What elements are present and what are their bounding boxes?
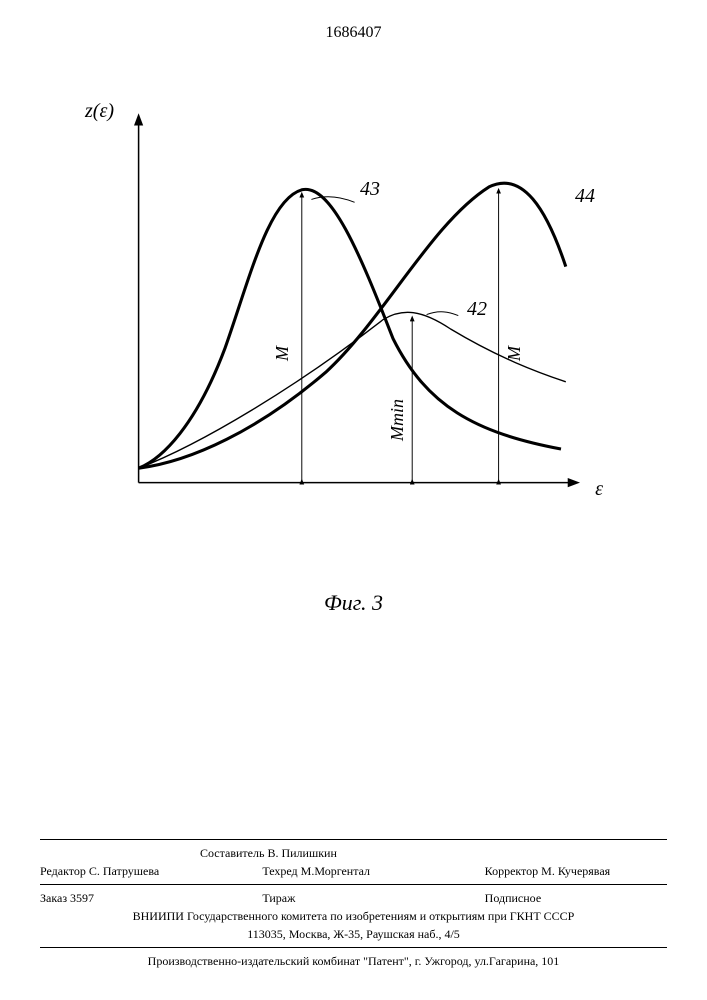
leader-42 — [427, 312, 459, 316]
order-row: Заказ 3597 Тираж Подписное — [40, 889, 667, 907]
label-43: 43 — [360, 178, 380, 201]
corrector-name: М. Кучерявая — [541, 864, 610, 878]
techred-name: М.Моргентал — [301, 864, 370, 878]
printing: Производственно-издательский комбинат "П… — [40, 952, 667, 970]
label-42: 42 — [467, 298, 487, 321]
order: Заказ 3597 — [40, 889, 222, 907]
curve-42 — [139, 312, 566, 468]
y-axis-label: z(ε) — [85, 100, 114, 123]
x-axis-label: ε — [595, 478, 603, 501]
curve-44 — [139, 183, 566, 468]
org1: ВНИИПИ Государственного комитета по изоб… — [40, 907, 667, 925]
compiler-line: Составитель В. Пилишкин — [200, 844, 667, 862]
corrector-label: Корректор — [485, 864, 539, 878]
label-44: 44 — [575, 185, 595, 208]
chart: z(ε) ε 43 44 42 M Mmin M — [105, 90, 585, 520]
techred-cell: Техред М.Моргентал — [222, 862, 444, 880]
tirazh: Тираж — [222, 889, 444, 907]
editor-cell: Редактор С. Патрушева — [40, 862, 222, 880]
mmin-label: Mmin — [387, 399, 408, 441]
compiler-label: Составитель — [200, 846, 264, 860]
leader-43 — [311, 197, 354, 203]
credits-row: Редактор С. Патрушева Техред М.Моргентал… — [40, 862, 667, 880]
footer: Составитель В. Пилишкин Редактор С. Патр… — [40, 835, 667, 970]
corrector-cell: Корректор М. Кучерявая — [445, 862, 667, 880]
org2: 113035, Москва, Ж-35, Раушская наб., 4/5 — [40, 925, 667, 943]
compiler-name: В. Пилишкин — [267, 846, 336, 860]
subscription: Подписное — [445, 889, 667, 907]
chart-svg — [105, 90, 585, 520]
curve-43 — [139, 189, 561, 468]
page-number: 1686407 — [326, 24, 382, 42]
m-label-right: M — [504, 346, 525, 361]
editor-name: С. Патрушева — [89, 864, 159, 878]
figure-caption: Фиг. 3 — [324, 590, 383, 616]
m-label-left: M — [272, 346, 293, 361]
techred-label: Техред — [262, 864, 297, 878]
editor-label: Редактор — [40, 864, 86, 878]
